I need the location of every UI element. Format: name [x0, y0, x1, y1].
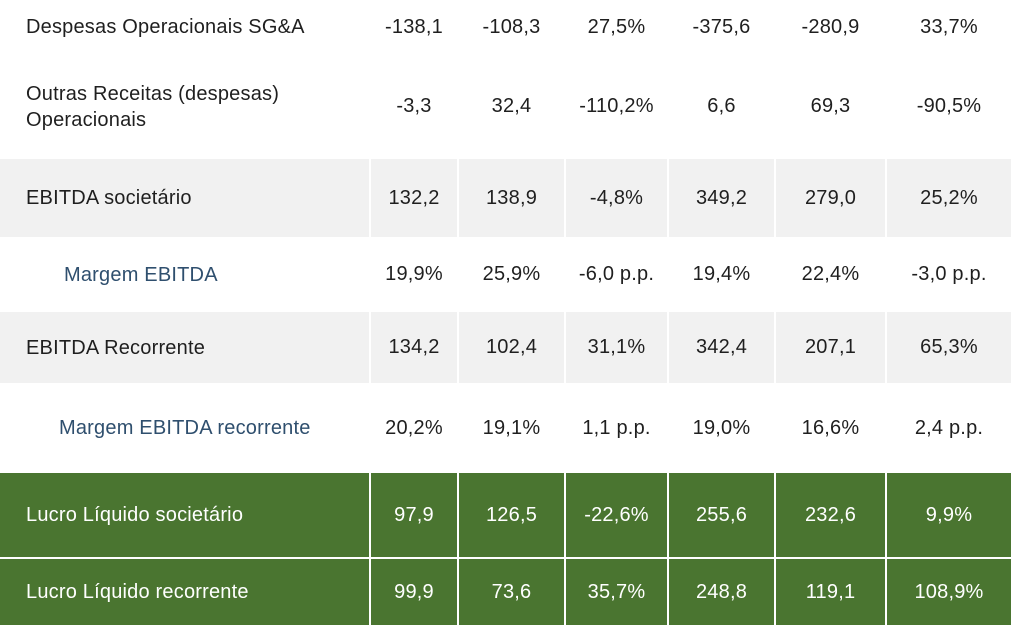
table-cell: 99,9 [370, 558, 459, 627]
table-cell: -108,3 [458, 0, 566, 56]
table-row-net-income: Lucro Líquido societário 97,9 126,5 -22,… [0, 472, 1011, 559]
table-row-net-income-recurring: Lucro Líquido recorrente 99,9 73,6 35,7%… [0, 558, 1011, 627]
table-cell: -375,6 [668, 0, 776, 56]
table-cell: 25,2% [886, 158, 1011, 239]
table-cell: 35,7% [565, 558, 669, 627]
table-cell: 232,6 [775, 472, 887, 559]
row-label: Lucro Líquido recorrente [0, 558, 371, 627]
table-cell: 97,9 [370, 472, 459, 559]
table-cell: 65,3% [886, 311, 1011, 385]
table-row-other-income: Outras Receitas (despesas) Operacionais … [0, 55, 1011, 159]
row-label: Margem EBITDA [0, 238, 371, 312]
table-cell: 126,5 [458, 472, 566, 559]
table-cell: -6,0 p.p. [565, 238, 669, 312]
table-cell: 2,4 p.p. [886, 384, 1011, 473]
table-cell: 27,5% [565, 0, 669, 56]
table-cell: 19,0% [668, 384, 776, 473]
row-label: Margem EBITDA recorrente [0, 384, 371, 473]
table-cell: 255,6 [668, 472, 776, 559]
table-cell: -138,1 [370, 0, 459, 56]
table-cell: 22,4% [775, 238, 887, 312]
table-cell: 248,8 [668, 558, 776, 627]
row-label: EBITDA societário [0, 158, 371, 239]
table-cell: 20,2% [370, 384, 459, 473]
table-cell: 279,0 [775, 158, 887, 239]
table-cell: 108,9% [886, 558, 1011, 627]
table-cell: 69,3 [775, 55, 887, 159]
table-cell: 102,4 [458, 311, 566, 385]
table-row-ebitda-recurring: EBITDA Recorrente 134,2 102,4 31,1% 342,… [0, 311, 1011, 385]
table-cell: 207,1 [775, 311, 887, 385]
table-cell: 32,4 [458, 55, 566, 159]
table-cell: -22,6% [565, 472, 669, 559]
row-label: Despesas Operacionais SG&A [0, 0, 371, 56]
table-row-ebitda: EBITDA societário 132,2 138,9 -4,8% 349,… [0, 158, 1011, 239]
table-cell: 16,6% [775, 384, 887, 473]
row-label: Outras Receitas (despesas) Operacionais [0, 55, 371, 159]
table-cell: 19,1% [458, 384, 566, 473]
table-cell: 349,2 [668, 158, 776, 239]
table-cell: 19,9% [370, 238, 459, 312]
table-cell: 6,6 [668, 55, 776, 159]
table-cell: -90,5% [886, 55, 1011, 159]
table-cell: 25,9% [458, 238, 566, 312]
table-cell: 9,9% [886, 472, 1011, 559]
table-row-sga: Despesas Operacionais SG&A -138,1 -108,3… [0, 0, 1011, 56]
row-label: Lucro Líquido societário [0, 472, 371, 559]
table-cell: -3,0 p.p. [886, 238, 1011, 312]
table-cell: 19,4% [668, 238, 776, 312]
table-cell: 33,7% [886, 0, 1011, 56]
table-cell: 132,2 [370, 158, 459, 239]
table-row-ebitda-recurring-margin: Margem EBITDA recorrente 20,2% 19,1% 1,1… [0, 384, 1011, 473]
row-label: EBITDA Recorrente [0, 311, 371, 385]
table-cell: -3,3 [370, 55, 459, 159]
table-cell: 119,1 [775, 558, 887, 627]
table-cell: 1,1 p.p. [565, 384, 669, 473]
table-cell: -110,2% [565, 55, 669, 159]
table-cell: 31,1% [565, 311, 669, 385]
table-cell: 342,4 [668, 311, 776, 385]
table-cell: -4,8% [565, 158, 669, 239]
table-cell: 73,6 [458, 558, 566, 627]
table-cell: 138,9 [458, 158, 566, 239]
table-row-ebitda-margin: Margem EBITDA 19,9% 25,9% -6,0 p.p. 19,4… [0, 238, 1011, 312]
table-cell: -280,9 [775, 0, 887, 56]
table-cell: 134,2 [370, 311, 459, 385]
